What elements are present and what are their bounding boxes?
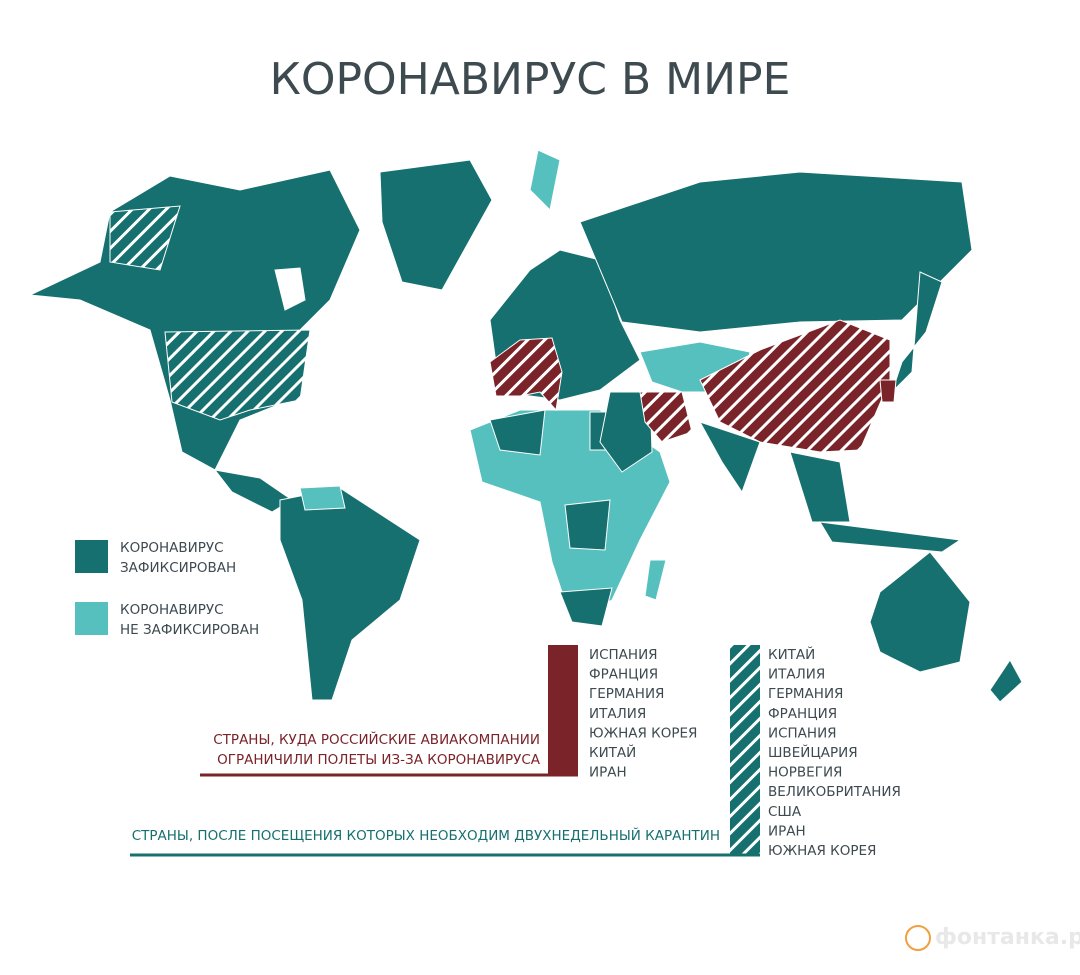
flight-caption: СТРАНЫ, КУДА РОССИЙСКИЕ АВИАКОМПАНИИ <box>213 730 540 748</box>
quarantine-bar <box>730 645 760 855</box>
flight-country: ИРАН <box>589 765 627 781</box>
quarantine-country: ГЕРМАНИЯ <box>768 686 843 702</box>
logo: фонтанка.ру <box>935 925 1080 950</box>
quarantine-country: США <box>768 804 802 820</box>
quarantine-country: ИРАН <box>768 823 806 839</box>
legend-swatch <box>75 602 108 635</box>
quarantine-country: ШВЕЙЦАРИЯ <box>768 743 858 761</box>
quarantine-country: КИТАЙ <box>768 645 815 663</box>
flight-caption: ОГРАНИЧИЛИ ПОЛЕТЫ ИЗ-ЗА КОРОНАВИРУСА <box>217 752 541 768</box>
quarantine-country: ЮЖНАЯ КОРЕЯ <box>768 843 876 859</box>
legend: КОРОНАВИРУС ЗАФИКСИРОВАН КОРОНАВИРУС НЕ ЗАФ… <box>75 540 259 638</box>
quarantine-country: ВЕЛИКОБРИТАНИЯ <box>768 784 901 800</box>
quarantine-country: ИТАЛИЯ <box>768 667 825 683</box>
flight-country: ИТАЛИЯ <box>589 706 646 722</box>
legend-label: КОРОНАВИРУС <box>120 540 224 556</box>
legend-label: КОРОНАВИРУС <box>120 602 224 618</box>
quarantine-country: ФРАНЦИЯ <box>768 706 837 722</box>
world-map <box>28 149 1023 703</box>
legend-label: НЕ ЗАФИКСИРОВАН <box>120 622 259 638</box>
legend-swatch <box>75 540 108 573</box>
quarantine-country: ИСПАНИЯ <box>768 725 837 741</box>
title: КОРОНАВИРУС В МИРЕ <box>270 54 791 105</box>
flight-bar <box>548 645 578 775</box>
quarantine-country: НОРВЕГИЯ <box>768 765 842 781</box>
quarantine-caption: СТРАНЫ, ПОСЛЕ ПОСЕЩЕНИЯ КОТОРЫХ НЕОБХОДИ… <box>132 826 720 844</box>
flight-country: ГЕРМАНИЯ <box>589 686 664 702</box>
logo-icon <box>905 925 931 951</box>
flight-country: КИТАЙ <box>589 743 636 761</box>
legend-label: ЗАФИКСИРОВАН <box>120 560 236 576</box>
flight-country: ИСПАНИЯ <box>589 647 658 663</box>
flight-country: ЮЖНАЯ КОРЕЯ <box>589 725 697 741</box>
flight-country: ФРАНЦИЯ <box>589 667 658 683</box>
